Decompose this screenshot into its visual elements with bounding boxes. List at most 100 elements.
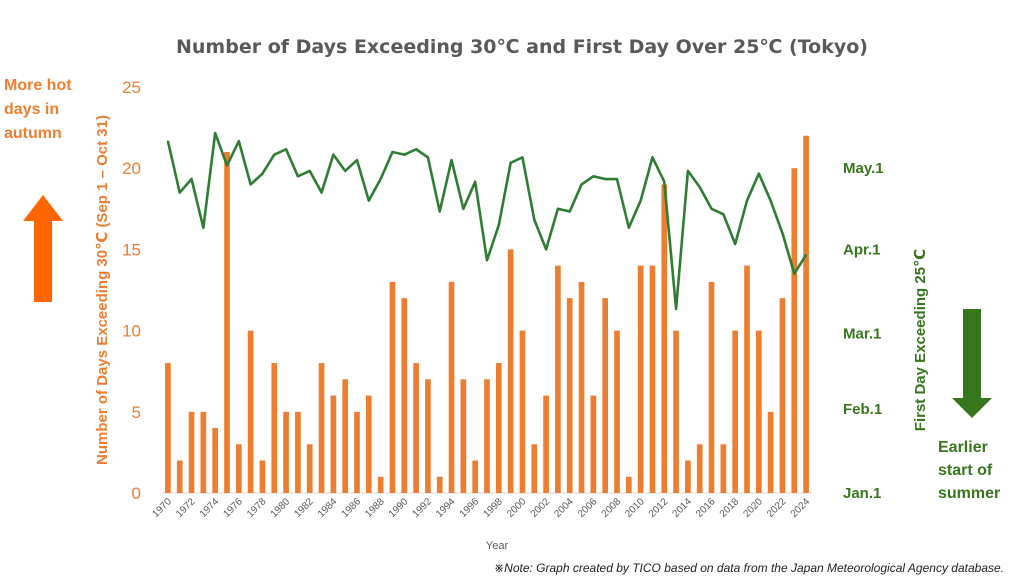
x-tick: 2022 [765,496,789,520]
bar-series [165,135,809,493]
bar [318,363,325,493]
line-point [226,164,228,167]
line-point [628,226,630,229]
y-tick-right: Feb.1 [843,401,882,418]
y-tick-left: 0 [132,484,141,503]
line-point [427,156,429,159]
y-tick-left: 5 [132,403,141,422]
x-tick: 1996 [458,496,482,520]
bar [590,395,597,493]
line-point [580,183,583,186]
x-ticks: 1970 1972 1974 1976 1978 1980 1982 1984 1986 1988… [151,496,813,520]
bar [578,281,585,493]
line-point [285,148,287,151]
y-ticks-right: Jan.1 Feb.1 Mar.1 Apr.1 May.1 [843,160,884,502]
bar [614,330,620,493]
bar [200,411,207,493]
x-tick: 2014 [671,496,695,520]
x-tick: 1974 [198,496,222,520]
bar [602,298,609,493]
bar [365,395,372,493]
x-tick: 2016 [694,496,718,520]
bar [791,168,798,493]
line-point [639,199,642,202]
y-tick-left: 10 [122,322,141,341]
line-point [379,178,382,180]
y-tick-right: Apr.1 [843,241,881,258]
line-point [746,199,748,202]
line-point [261,172,264,175]
bar [212,428,219,493]
line-point [462,208,465,210]
line-point [238,140,240,142]
x-tick: 1986 [340,496,364,520]
left-annotation-line-2: days in [4,101,59,118]
line-point [734,243,736,245]
bar [413,363,419,493]
line-point [415,148,417,151]
line-point [663,180,666,183]
bar [425,379,431,493]
x-tick: 2008 [600,496,624,520]
bar [259,460,266,493]
x-tick: 2000 [505,496,529,520]
line-point [533,218,536,221]
left-annotation-line-3: autumn [4,125,62,142]
x-tick: 1982 [292,496,316,520]
bar [507,249,514,493]
line-point [202,226,205,229]
right-annotation-line-2: start of [938,462,993,479]
bar [566,298,573,493]
bar [779,298,786,493]
line-point [545,248,547,251]
line-point [450,159,453,161]
line-point [178,191,181,194]
bar [803,135,809,493]
chart-title: Number of Days Exceeding 30℃ and First D… [176,36,868,58]
bar [283,411,289,493]
line-point [758,172,760,175]
x-tick: 2002 [529,496,553,520]
x-tick: 1988 [363,496,387,520]
line-point [604,178,606,180]
bar [401,298,408,493]
x-tick: 1990 [387,496,411,520]
y-tick-left: 15 [122,240,141,259]
down-arrow-icon [952,309,992,418]
x-tick: 1972 [174,496,198,520]
bar [224,151,230,493]
bar [342,379,349,493]
bar [531,444,538,493]
bar [460,379,467,493]
right-annotation-line-1: Earlier [938,439,988,456]
bar [744,265,750,493]
bar [247,330,254,493]
bar [661,184,668,493]
bar [484,379,490,493]
x-tick: 2010 [623,496,647,520]
bar [354,411,360,493]
x-tick: 1980 [269,496,293,520]
x-tick: 1998 [481,496,505,520]
line-point [308,170,311,172]
x-tick: 2012 [647,496,671,520]
bar [519,330,526,493]
left-annotation-line-1: More hot [4,77,72,94]
line-point [438,210,441,213]
line-point [356,159,358,161]
bar [649,265,656,493]
bar [732,330,739,493]
line-point [332,153,335,156]
bar [637,265,644,493]
x-tick: 2006 [576,496,600,520]
x-tick: 1970 [151,496,175,520]
line-point [486,259,488,262]
x-tick: 1976 [221,496,245,520]
line-point [403,153,406,156]
x-tick: 2024 [789,496,813,520]
line-point [805,254,807,256]
line-point [320,191,323,194]
y-tick-right: May.1 [843,160,884,177]
line-point [557,208,559,210]
